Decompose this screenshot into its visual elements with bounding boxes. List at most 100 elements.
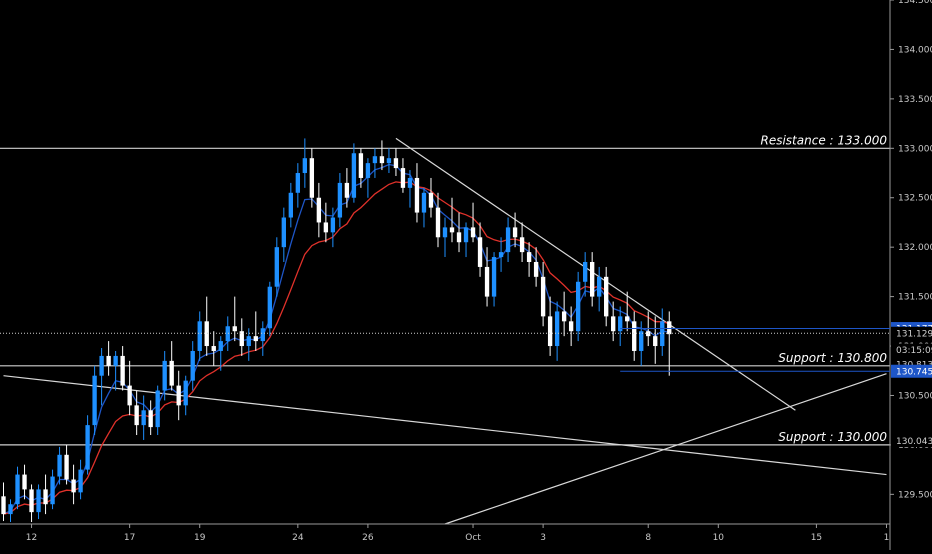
candle-body <box>484 266 490 297</box>
candle-body <box>15 474 20 505</box>
candle-body <box>526 252 532 262</box>
candle-body <box>597 276 602 297</box>
time-tick-label: 15 <box>811 533 822 543</box>
last-price-tag: 131.129 <box>891 326 932 340</box>
candle <box>597 266 602 312</box>
candle <box>57 446 62 485</box>
candle-body <box>253 336 258 342</box>
time-tick-label: 10 <box>713 533 725 543</box>
support-130043-tag: 130.043 <box>891 434 932 448</box>
candle <box>302 138 308 188</box>
price-tick-label: 134.000 <box>898 45 932 55</box>
candle <box>358 148 364 188</box>
candle <box>92 365 97 436</box>
price-tick-label: 133.000 <box>898 144 932 154</box>
candle-body <box>92 375 97 426</box>
candle-body <box>302 158 308 174</box>
candle-body <box>667 321 672 335</box>
candle <box>540 262 546 327</box>
candle-body <box>344 182 350 198</box>
price-tick-label: 129.500 <box>898 490 932 500</box>
candle-body <box>337 182 343 218</box>
candle <box>393 148 399 176</box>
price-tick-label: 131.500 <box>898 293 932 303</box>
candle-body <box>519 237 525 253</box>
candle <box>337 173 343 228</box>
candle-body <box>127 385 132 406</box>
candle <box>653 316 658 364</box>
candle-body <box>106 355 111 366</box>
time-tick-label: 19 <box>194 533 206 543</box>
candle <box>309 148 315 208</box>
candle <box>582 252 588 297</box>
candle <box>618 306 623 347</box>
candle-body <box>554 311 560 347</box>
candle <box>176 370 181 421</box>
time-tick-label: 24 <box>292 533 304 543</box>
candle-body <box>36 489 41 513</box>
candle <box>190 341 195 391</box>
candle-body <box>512 227 518 238</box>
price-tag-label: 131.129 <box>896 329 932 339</box>
candle-body <box>218 341 223 351</box>
candle-body <box>64 454 69 480</box>
candle <box>428 177 434 218</box>
candle-body <box>246 336 251 347</box>
candle-body <box>99 355 104 376</box>
candle <box>512 212 518 248</box>
candle-body <box>407 177 413 188</box>
candle <box>604 266 609 327</box>
candle <box>533 247 539 287</box>
candle-body <box>260 328 265 342</box>
candle-body <box>169 360 174 386</box>
candle <box>43 474 48 515</box>
candle <box>351 143 357 203</box>
candle-body <box>358 153 364 178</box>
candle <box>239 318 244 356</box>
candle-body <box>225 326 230 342</box>
moving-averages <box>3 163 670 515</box>
candle-body <box>274 247 279 287</box>
candle <box>246 328 251 361</box>
price-tag-bg <box>891 343 932 357</box>
candle-body <box>211 346 216 351</box>
candle-body <box>50 476 55 505</box>
candle-body <box>449 227 455 233</box>
candle <box>414 163 420 223</box>
long-descending-line <box>3 375 887 476</box>
candle <box>127 360 132 416</box>
candle-body <box>351 153 357 198</box>
candle-body <box>463 227 469 243</box>
price-tick-label: 130.500 <box>898 391 932 401</box>
price-tag-label: 130.745 <box>896 367 932 377</box>
candle-body <box>85 425 90 470</box>
candle-body <box>505 227 511 253</box>
candle-body <box>323 222 329 233</box>
price-tag-label: 130.043 <box>896 437 932 447</box>
price-tick-label: 132.500 <box>898 194 932 204</box>
time-axis: 12 17 19 24 26 Oct 3 8 10 15 1 <box>0 523 890 543</box>
price-tags: 131.177131.12903:15:09130.813130.745130.… <box>620 322 932 448</box>
candle <box>15 466 20 510</box>
candle-body <box>183 380 188 406</box>
candle-body <box>197 321 202 351</box>
candle-body <box>639 331 644 351</box>
candle <box>477 222 483 277</box>
candles <box>1 138 672 523</box>
time-tick-label: 17 <box>124 533 135 543</box>
candle <box>498 237 504 272</box>
candle <box>526 242 532 277</box>
candle <box>225 316 230 351</box>
candle-body <box>582 262 588 282</box>
candle <box>625 291 630 332</box>
candle-body <box>400 168 406 188</box>
candle-body <box>653 336 658 347</box>
candle <box>162 350 167 401</box>
candle <box>1 482 6 522</box>
candle-body <box>43 489 48 505</box>
candle <box>155 385 160 436</box>
candle-body <box>281 217 286 248</box>
candle <box>470 202 476 243</box>
